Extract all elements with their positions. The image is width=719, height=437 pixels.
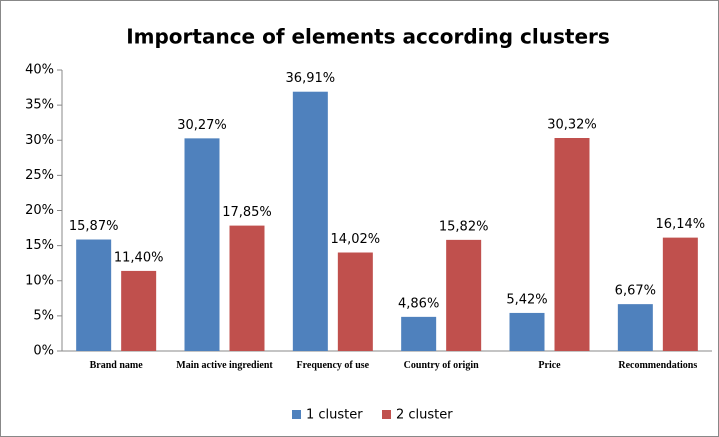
data-label: 15,87%: [69, 219, 119, 234]
bar: [121, 270, 157, 351]
y-tick-label: 15%: [25, 238, 54, 253]
bar: [509, 312, 545, 351]
y-tick-label: 0%: [33, 344, 54, 359]
y-tick-label: 25%: [25, 168, 54, 183]
x-tick-label: Price: [538, 360, 561, 371]
y-tick-label: 20%: [25, 203, 54, 218]
bar: [184, 138, 220, 351]
data-label: 30,32%: [547, 118, 597, 133]
y-tick-label: 30%: [25, 133, 54, 148]
bar: [76, 239, 112, 351]
y-tick-label: 35%: [25, 98, 54, 113]
data-label: 36,91%: [286, 71, 336, 86]
data-label: 15,82%: [439, 219, 489, 234]
data-label: 30,27%: [177, 118, 227, 133]
bar: [554, 138, 590, 351]
y-tick-label: 5%: [33, 308, 54, 323]
bar: [292, 91, 328, 352]
y-tick-label: 40%: [25, 63, 54, 78]
x-tick-label: Main active ingredient: [176, 360, 273, 371]
x-tick-label: Recommendations: [618, 360, 698, 371]
data-label: 5,42%: [506, 292, 547, 307]
bar: [617, 304, 653, 351]
bar: [229, 225, 265, 351]
legend-label: 1 cluster: [306, 408, 363, 423]
data-label: 17,85%: [222, 205, 272, 220]
data-label: 16,14%: [656, 217, 706, 232]
bar: [401, 316, 437, 351]
x-tick-label: Brand name: [89, 360, 143, 371]
x-tick-label: Country of origin: [403, 360, 479, 371]
data-label: 6,67%: [615, 284, 656, 299]
data-label: 4,86%: [398, 296, 439, 311]
y-tick-label: 10%: [25, 273, 54, 288]
data-label: 11,40%: [114, 250, 164, 265]
bar: [337, 252, 373, 351]
legend-swatch: [292, 410, 301, 419]
bar: [662, 237, 698, 351]
legend-swatch: [382, 410, 391, 419]
data-label: 14,02%: [331, 232, 381, 247]
legend-label: 2 cluster: [396, 408, 453, 423]
bar: [446, 239, 482, 351]
chart-title: Importance of elements according cluster…: [126, 25, 610, 49]
x-tick-label: Frequency of use: [296, 360, 370, 371]
